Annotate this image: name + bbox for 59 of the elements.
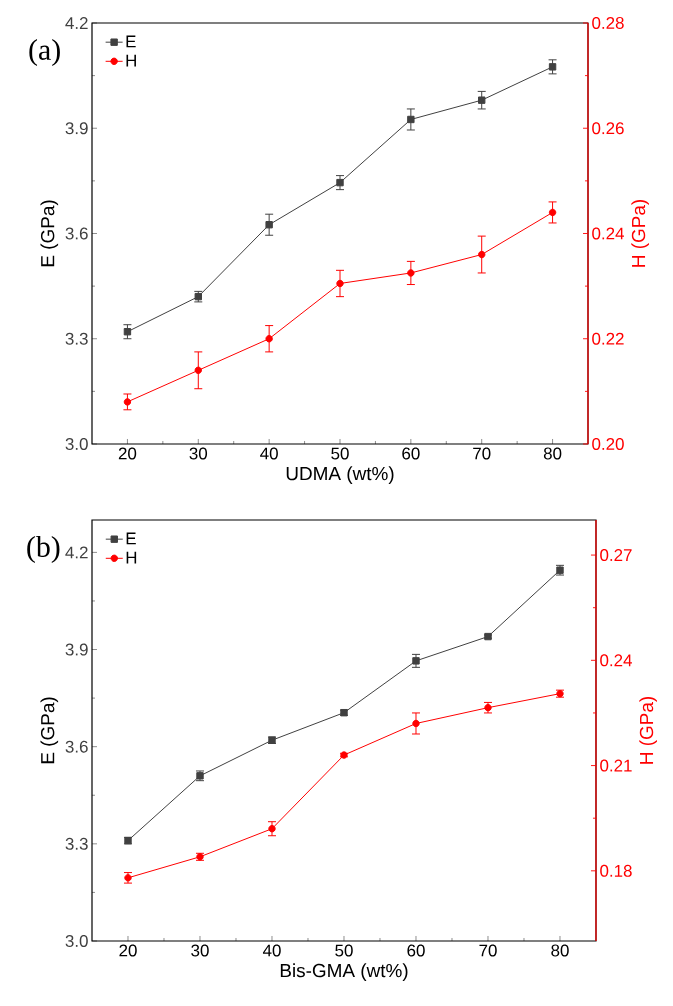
x-tick-label: 50 bbox=[335, 944, 353, 957]
y2-tick-label: 0.20 bbox=[592, 437, 624, 450]
x-tick-label: 80 bbox=[543, 447, 562, 460]
y2-tick-label: 0.28 bbox=[592, 17, 624, 29]
y2-tick-label: 0.24 bbox=[592, 227, 624, 240]
y-tick-label: 3.9 bbox=[65, 643, 88, 656]
point bbox=[548, 63, 557, 71]
text: (b) bbox=[27, 535, 60, 564]
y-tick-label: 3.6 bbox=[65, 227, 88, 240]
point bbox=[478, 250, 486, 259]
legend-label: H bbox=[126, 551, 137, 564]
point bbox=[336, 279, 344, 288]
x-tick-label: 80 bbox=[551, 944, 569, 957]
y-axis-title: E (GPa) bbox=[40, 200, 59, 267]
y2-tick-label: 0.22 bbox=[592, 332, 624, 345]
y2-tick-label: 0.18 bbox=[600, 864, 632, 877]
x-axis-title: Bis-GMA (wt%) bbox=[280, 963, 408, 981]
point bbox=[407, 269, 415, 277]
y2-tick-label: 0.26 bbox=[592, 122, 624, 135]
point bbox=[548, 208, 557, 217]
point bbox=[407, 115, 415, 124]
x-tick-label: 20 bbox=[118, 447, 137, 460]
y2-axis-title: H (GPa) bbox=[639, 696, 657, 764]
legend-label: E bbox=[126, 35, 136, 48]
point bbox=[265, 335, 273, 343]
point bbox=[265, 221, 273, 229]
y-tick-label: 3.0 bbox=[65, 934, 88, 947]
x-tick-label: 60 bbox=[407, 944, 425, 957]
x-tick-label: 40 bbox=[262, 944, 281, 957]
x-tick-label: 70 bbox=[473, 447, 491, 460]
point bbox=[268, 825, 276, 833]
text: (a) bbox=[29, 38, 60, 67]
y2-tick-label: 0.21 bbox=[600, 759, 632, 772]
x-axis-title: UDMA (wt%) bbox=[286, 466, 394, 484]
y-tick-label: 3.3 bbox=[65, 837, 88, 850]
x-tick-label: 30 bbox=[189, 447, 208, 460]
x-tick-label: 20 bbox=[119, 944, 137, 957]
point bbox=[194, 366, 202, 375]
y-tick-label: 3.3 bbox=[65, 332, 88, 345]
y2-tick-label: 0.24 bbox=[600, 654, 632, 667]
x-tick-label: 30 bbox=[191, 944, 209, 957]
legend-label: E bbox=[126, 532, 136, 545]
y-axis-title: E (GPa) bbox=[40, 697, 59, 764]
y-tick-label: 3.0 bbox=[65, 437, 88, 450]
y-tick-label: 4.2 bbox=[65, 546, 88, 559]
legend-label: H bbox=[126, 54, 136, 67]
y-tick-label: 3.6 bbox=[65, 740, 88, 753]
point bbox=[478, 96, 486, 104]
x-tick-label: 70 bbox=[479, 944, 497, 957]
point bbox=[123, 398, 132, 406]
x-tick-label: 50 bbox=[331, 447, 349, 460]
x-tick-label: 40 bbox=[260, 447, 278, 460]
point bbox=[123, 328, 132, 336]
y-tick-label: 3.9 bbox=[65, 122, 88, 135]
point bbox=[412, 719, 420, 728]
y2-tick-label: 0.27 bbox=[600, 549, 632, 562]
x-tick-label: 60 bbox=[402, 447, 420, 460]
y-tick-label: 4.2 bbox=[65, 17, 88, 29]
y2-axis-title: H (GPa) bbox=[631, 199, 649, 267]
